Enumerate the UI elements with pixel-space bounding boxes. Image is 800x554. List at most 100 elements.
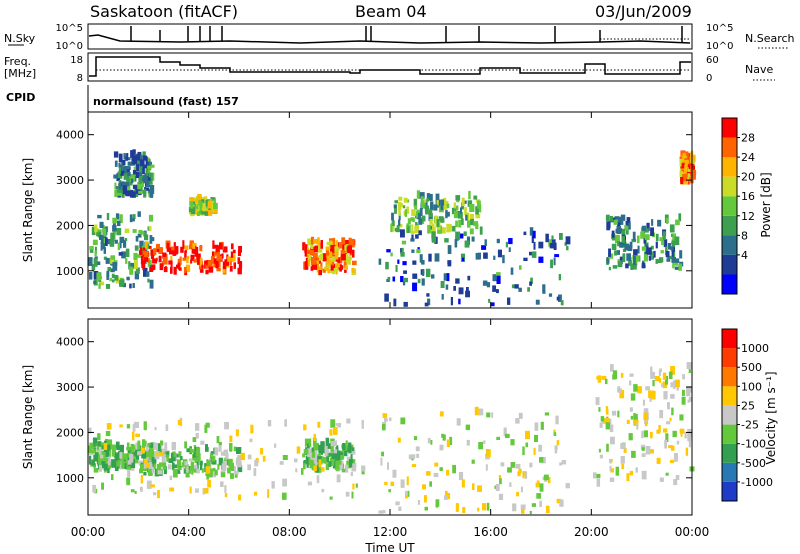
data-cell <box>119 424 123 428</box>
colorbar-segment <box>722 176 737 197</box>
data-cell <box>333 440 337 447</box>
data-cell <box>137 233 142 238</box>
data-cell <box>106 270 110 278</box>
data-cell <box>253 468 257 476</box>
data-cell <box>192 242 196 249</box>
data-cell <box>351 491 354 499</box>
data-cell <box>424 302 429 307</box>
data-cell <box>473 195 478 200</box>
data-cell <box>626 230 629 235</box>
data-cell <box>107 439 113 448</box>
data-cell <box>348 237 352 246</box>
data-cell <box>305 258 309 263</box>
data-cell <box>434 462 439 467</box>
data-cell <box>424 495 427 503</box>
data-cell <box>191 245 197 254</box>
data-cell <box>637 386 642 394</box>
data-cell <box>440 281 445 288</box>
data-cell <box>317 421 321 428</box>
data-cell <box>134 271 139 280</box>
date-title: 03/Jun/2009 <box>595 2 692 21</box>
data-cell <box>439 216 444 221</box>
data-cell <box>130 174 136 182</box>
data-cell <box>126 169 130 174</box>
data-cell <box>681 163 687 169</box>
data-cell <box>126 276 130 281</box>
data-cell <box>619 241 624 248</box>
data-cell <box>384 293 389 302</box>
data-cell <box>678 213 682 222</box>
nave-label: Nave <box>745 63 773 76</box>
data-cell <box>190 197 195 205</box>
data-cell <box>643 254 648 262</box>
data-cell <box>91 226 96 236</box>
data-cell <box>170 256 173 265</box>
data-cell <box>151 457 157 464</box>
data-cell <box>487 502 490 511</box>
data-cell <box>631 450 636 458</box>
data-cell <box>625 263 629 269</box>
data-cell <box>145 168 149 177</box>
data-cell <box>690 171 696 180</box>
data-cell <box>431 274 435 279</box>
data-cell <box>150 252 155 259</box>
data-cell <box>194 205 199 210</box>
velocity-ylabel: Slant Range [km] <box>21 365 35 469</box>
data-cell <box>109 240 115 247</box>
data-cell <box>486 412 491 418</box>
data-cell <box>169 487 175 492</box>
data-cell <box>392 469 397 478</box>
data-cell <box>663 428 668 433</box>
colorbar-segment <box>722 367 737 387</box>
data-cell <box>662 372 667 380</box>
data-cell <box>529 281 532 286</box>
data-cell <box>100 238 104 244</box>
data-cell <box>130 444 135 453</box>
data-cell <box>341 468 346 472</box>
data-cell <box>490 302 495 307</box>
data-cell <box>188 458 193 462</box>
data-cell <box>417 278 421 284</box>
data-cell <box>216 436 220 444</box>
data-cell <box>482 280 488 286</box>
data-cell <box>212 199 216 207</box>
data-cell <box>558 274 561 281</box>
data-cell <box>338 265 344 270</box>
colorbar-tick-label: -500 <box>741 457 766 470</box>
data-cell <box>177 258 181 266</box>
data-cell <box>427 224 431 234</box>
data-cell <box>686 387 691 397</box>
data-cell <box>204 211 210 216</box>
data-cell <box>202 488 206 495</box>
data-cell <box>254 460 259 467</box>
data-cell <box>196 468 200 474</box>
data-cell <box>184 245 189 251</box>
data-cell <box>520 486 523 493</box>
nave-tick-top: 60 <box>706 55 719 66</box>
data-cell <box>497 249 502 258</box>
data-cell <box>157 443 161 452</box>
colorbar-segment <box>722 481 737 501</box>
y-tick-label: 2000 <box>56 426 84 439</box>
data-cell <box>445 284 449 290</box>
data-cell <box>94 224 98 233</box>
data-cell <box>428 253 432 262</box>
data-cell <box>609 216 613 222</box>
data-cell <box>397 437 401 443</box>
data-cell <box>131 431 135 441</box>
data-cell <box>605 409 609 415</box>
data-cell <box>671 248 674 257</box>
data-cell <box>447 245 452 254</box>
freq-trace <box>89 56 691 77</box>
data-cell <box>137 440 141 450</box>
data-cell <box>361 471 365 475</box>
data-cell <box>206 460 211 469</box>
data-cell <box>122 165 128 172</box>
data-cell <box>643 412 648 421</box>
data-cell <box>166 454 169 462</box>
data-cell <box>93 467 99 473</box>
data-cell <box>142 265 145 271</box>
data-cell <box>209 468 213 477</box>
y-tick-label: 1000 <box>56 265 84 278</box>
